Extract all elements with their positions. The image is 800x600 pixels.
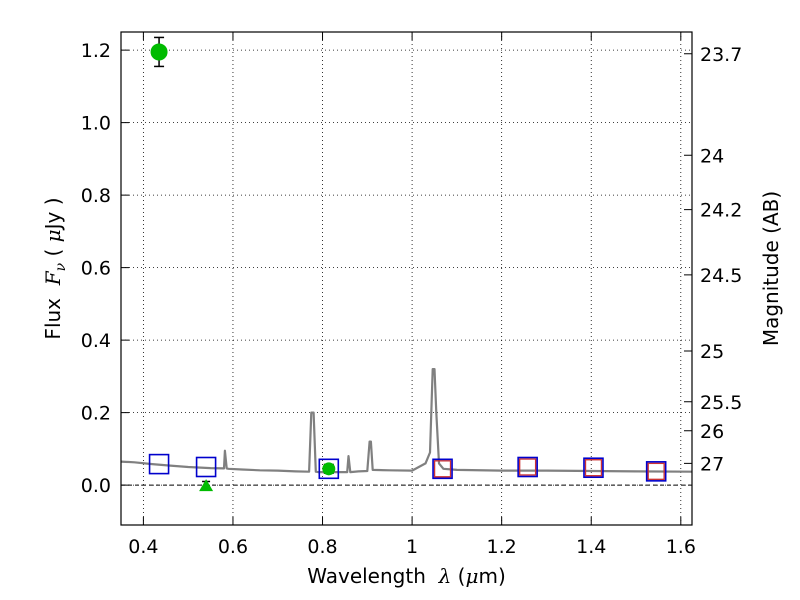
y2-tick-label-0: 23.7 [700,44,742,66]
observed-point-1 [322,462,336,476]
model-square-blue-6 [645,461,667,482]
model-square-red-2 [584,459,603,477]
x-tick-label-1: 0.6 [218,536,248,558]
y2-tick-label-1: 24 [700,145,724,167]
y2-tick-label-7: 27 [700,453,724,475]
y-tick-label-2: 0.4 [81,330,111,352]
secondary-y-axis-title: Magnitude (AB) [759,191,783,346]
observed-point-0 [150,43,168,61]
model-square-red-1 [518,458,537,476]
y2-tick-label-4: 25 [700,341,724,363]
x-tick-label-3: 1 [406,536,418,558]
model-square-blue-5 [583,457,604,479]
model-square-red-3 [647,462,665,481]
y-tick-label-5: 1.0 [81,113,111,135]
y-tick-label-4: 0.8 [81,185,111,207]
x-tick-label-5: 1.4 [576,536,606,558]
x-axis-title: Wavelength λ (μm) [307,564,506,588]
y-axis-title: Flux Fν ( μJy ) [41,197,69,339]
plot-frame [120,31,693,526]
x-tick-label-0: 0.4 [128,536,158,558]
y2-tick-label-6: 26 [700,421,724,443]
x-tick-label-4: 1.2 [487,536,517,558]
model-square-blue-1 [195,456,217,478]
grid [121,32,692,525]
model-square-blue-2 [318,458,340,480]
y-tick-label-1: 0.2 [81,403,111,425]
y-tick-label-3: 0.6 [81,258,111,280]
x-tick-label-2: 0.8 [307,536,337,558]
x-tick-label-6: 1.6 [666,536,696,558]
model-square-blue-4 [517,456,538,478]
axis-ticks: 0.4 0.6 0.8 1 1.2 1.4 1.6 0.0 0.2 0.4 0.6 0.8 1.0 1.2… [81,32,742,558]
y-tick-label-6: 1.2 [81,40,111,62]
y2-tick-label-3: 24.5 [700,265,742,287]
model-square-red-0 [433,460,452,478]
y2-tick-label-5: 25.5 [700,392,742,414]
model-square-blue-3 [432,458,453,480]
upper-limit-triangle-0 [199,479,214,492]
model-square-blue-0 [148,453,170,475]
y2-tick-label-2: 24.2 [700,200,742,222]
plot-area [120,36,693,492]
sed-model-line [120,368,693,474]
y-tick-label-0: 0.0 [81,475,111,497]
